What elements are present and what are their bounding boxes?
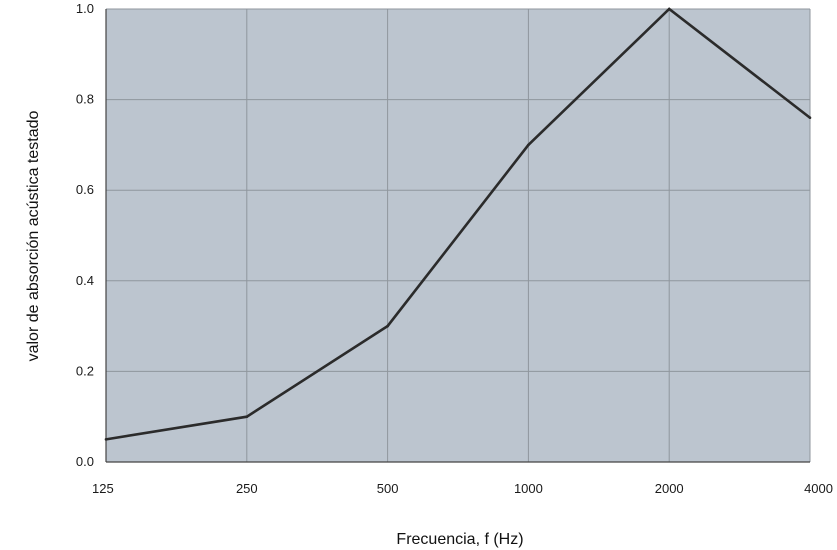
data-point — [808, 116, 812, 120]
data-point — [245, 415, 249, 419]
y-tick-label: 0.2 — [76, 363, 94, 378]
series — [104, 7, 812, 441]
y-tick-label: 0.6 — [76, 182, 94, 197]
y-tick-label: 0.4 — [76, 273, 94, 288]
grid-lines — [105, 8, 811, 463]
x-tick-label: 500 — [377, 481, 399, 496]
x-tick-label: 2000 — [655, 481, 684, 496]
y-tick-labels: 0.0 0.2 0.4 0.6 0.8 1.0 — [76, 1, 94, 469]
x-axis-label: Frecuencia, f (Hz) — [396, 531, 523, 548]
data-point — [527, 143, 530, 147]
x-tick-labels: 125 250 500 1000 2000 4000 — [92, 481, 833, 496]
data-point — [667, 7, 671, 11]
data-point — [104, 438, 108, 441]
y-tick-label: 0.8 — [76, 92, 94, 107]
data-point — [386, 324, 389, 328]
x-tick-label: 1000 — [514, 481, 543, 496]
x-tick-label: 4000 — [804, 481, 833, 496]
x-tick-label: 250 — [236, 481, 258, 496]
y-tick-label: 0.0 — [76, 454, 94, 469]
series-line — [105, 7, 811, 441]
y-axis-label: valor de absorción acústica testado — [25, 110, 42, 361]
x-tick-label: 125 — [92, 481, 114, 496]
y-tick-label: 1.0 — [76, 1, 94, 16]
axes — [105, 9, 810, 463]
